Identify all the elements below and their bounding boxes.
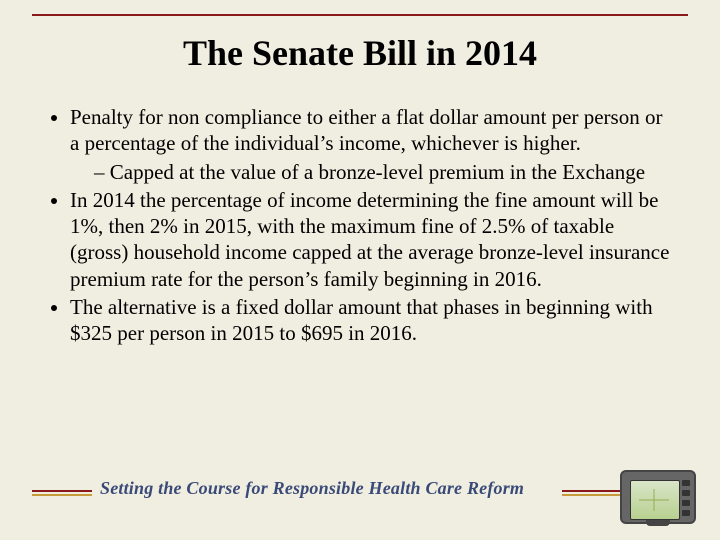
- bullet-text: The alternative is a fixed dollar amount…: [70, 295, 653, 345]
- sub-bullet-text: Capped at the value of a bronze-level pr…: [110, 160, 645, 184]
- bullet-text: Penalty for non compliance to either a f…: [70, 105, 662, 155]
- bullet-item: In 2014 the percentage of income determi…: [70, 187, 676, 292]
- bullet-item: The alternative is a fixed dollar amount…: [70, 294, 676, 347]
- sub-bullet-item: Capped at the value of a bronze-level pr…: [94, 159, 676, 185]
- bullet-list: Penalty for non compliance to either a f…: [44, 104, 676, 346]
- footer: Setting the Course for Responsible Healt…: [32, 474, 688, 510]
- footer-rule-gold-left: [32, 494, 92, 496]
- slide-body: Penalty for non compliance to either a f…: [44, 104, 676, 348]
- slide: The Senate Bill in 2014 Penalty for non …: [0, 0, 720, 540]
- gps-navigator-icon: [618, 468, 696, 526]
- gps-body: [620, 470, 696, 524]
- sub-bullet-list: Capped at the value of a bronze-level pr…: [70, 159, 676, 185]
- bullet-text: In 2014 the percentage of income determi…: [70, 188, 669, 291]
- top-horizontal-rule: [32, 14, 688, 16]
- footer-rule-red-left: [32, 490, 92, 492]
- footer-tagline: Setting the Course for Responsible Healt…: [100, 478, 524, 499]
- bullet-item: Penalty for non compliance to either a f…: [70, 104, 676, 185]
- slide-title: The Senate Bill in 2014: [0, 32, 720, 74]
- gps-buttons: [682, 480, 690, 516]
- gps-base: [646, 520, 670, 526]
- gps-screen: [630, 480, 680, 520]
